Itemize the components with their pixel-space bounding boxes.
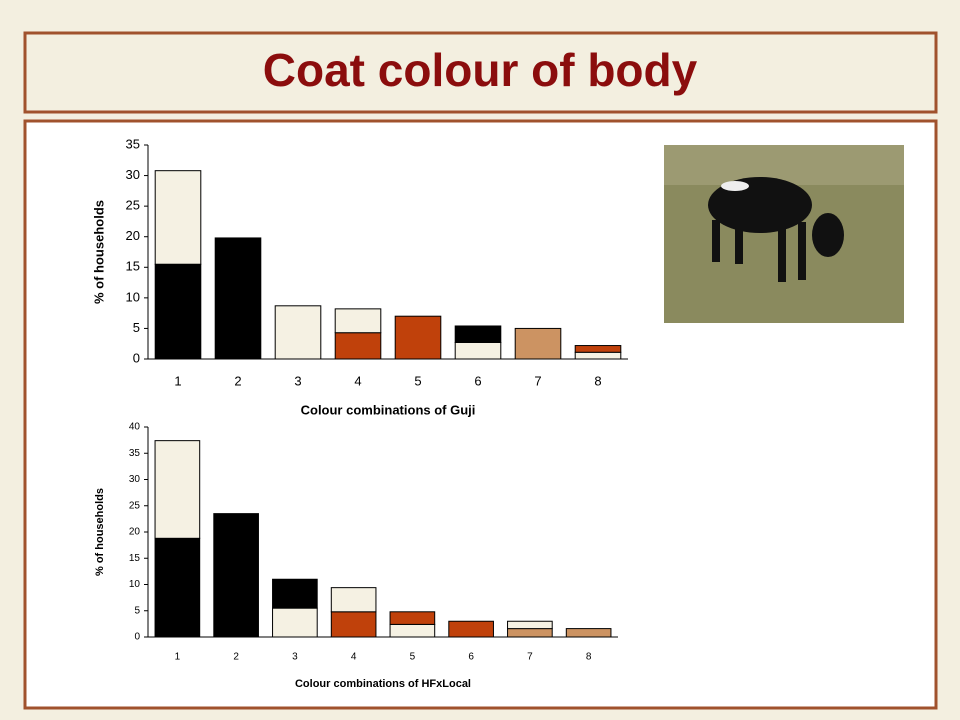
y-tick-label: 25 <box>129 500 141 511</box>
photo-cow-body <box>708 177 812 233</box>
bar-segment <box>213 513 259 638</box>
x-tick-label: 6 <box>468 652 474 663</box>
x-tick-label: 2 <box>234 373 241 388</box>
x-tick-label: 5 <box>414 373 421 388</box>
bar-segment <box>507 628 553 638</box>
x-tick-label: 6 <box>474 373 481 388</box>
x-tick-label: 4 <box>351 652 357 663</box>
y-tick-label: 5 <box>133 320 140 335</box>
x-tick-label: 3 <box>294 373 301 388</box>
bar-segment <box>514 327 562 360</box>
photo-cow-patch <box>721 181 749 191</box>
y-tick-label: 30 <box>126 167 140 182</box>
bar-segment <box>389 623 436 638</box>
slide-title: Coat colour of body <box>263 44 698 96</box>
y-axis-title: % of households <box>94 488 106 576</box>
bar-segment <box>330 587 377 613</box>
y-tick-label: 0 <box>133 350 140 365</box>
x-tick-label: 4 <box>354 373 361 388</box>
photo-cow-head <box>812 213 844 257</box>
bar-segment <box>454 341 502 360</box>
bar-segment <box>565 628 612 638</box>
y-tick-label: 30 <box>129 474 141 485</box>
bar-segment <box>334 332 382 360</box>
bar-segment <box>154 440 201 539</box>
bar-segment <box>574 345 622 353</box>
y-tick-label: 15 <box>126 259 140 274</box>
bar-segment <box>574 351 622 360</box>
photo-cow-leg <box>798 222 806 280</box>
bar-segment <box>154 263 202 360</box>
bar-segment <box>389 611 436 625</box>
y-tick-label: 10 <box>129 579 141 590</box>
x-tick-label: 5 <box>410 652 416 663</box>
bar-segment <box>507 620 553 630</box>
bar-segment <box>330 611 377 638</box>
y-tick-label: 35 <box>126 136 140 151</box>
photo-cow-leg <box>778 222 786 282</box>
bar-segment <box>154 537 201 638</box>
x-tick-label: 8 <box>594 373 601 388</box>
y-tick-label: 35 <box>129 448 141 459</box>
x-tick-label: 1 <box>175 652 181 663</box>
bar-segment <box>154 170 202 265</box>
y-tick-label: 25 <box>126 198 140 213</box>
bar-segment <box>272 607 318 638</box>
bar-segment <box>274 305 322 360</box>
x-tick-label: 7 <box>527 652 533 663</box>
title-box <box>23 31 938 114</box>
y-axis-title: % of households <box>91 200 106 304</box>
y-tick-label: 40 <box>129 422 141 433</box>
y-tick-label: 15 <box>129 553 141 564</box>
bar-segment <box>334 308 382 334</box>
y-tick-label: 5 <box>134 605 140 616</box>
y-tick-label: 20 <box>126 228 140 243</box>
x-tick-label: 8 <box>586 652 592 663</box>
bar-segment <box>214 237 262 360</box>
photo-field <box>664 145 904 185</box>
y-tick-label: 10 <box>126 289 140 304</box>
x-tick-label: 2 <box>233 652 239 663</box>
photo-cow-leg <box>735 222 743 264</box>
bar-segment <box>454 325 502 343</box>
bar-segment <box>448 620 494 638</box>
y-tick-label: 0 <box>134 632 140 643</box>
y-tick-label: 20 <box>129 527 141 538</box>
photo <box>664 145 904 323</box>
bar-segment <box>394 315 442 360</box>
x-tick-label: 7 <box>534 373 541 388</box>
x-axis-title: Colour combinations of Guji <box>301 402 476 417</box>
bar-segment <box>272 578 318 609</box>
x-axis-title: Colour combinations of HFxLocal <box>295 678 471 690</box>
x-tick-label: 3 <box>292 652 298 663</box>
photo-cow-leg <box>712 220 720 262</box>
x-tick-label: 1 <box>174 373 181 388</box>
